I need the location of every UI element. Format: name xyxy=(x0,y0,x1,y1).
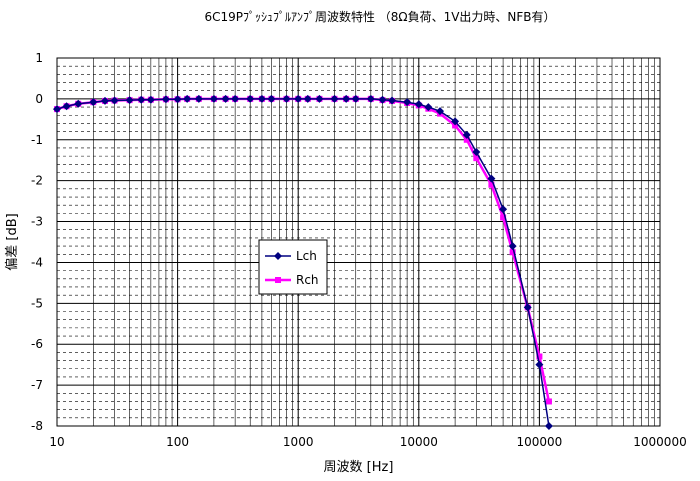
data-point xyxy=(523,303,532,312)
data-point xyxy=(257,94,266,103)
data-point xyxy=(509,249,516,256)
data-point xyxy=(62,102,71,111)
legend-item-rch: Rch xyxy=(265,273,319,287)
data-point xyxy=(473,155,480,162)
y-tick-label: -2 xyxy=(31,174,43,188)
series-lch xyxy=(53,94,553,430)
data-point xyxy=(545,398,552,405)
y-tick-label: -4 xyxy=(31,255,43,269)
data-point xyxy=(500,214,507,221)
x-tick-label: 100000 xyxy=(516,435,562,449)
y-tick-label: -6 xyxy=(31,337,43,351)
data-point xyxy=(487,174,496,183)
data-point xyxy=(366,94,375,103)
data-point xyxy=(536,353,543,360)
tick-labels: 10 100 1000 10000 100000 100000010-1-2-3-4-5-… xyxy=(31,51,687,449)
data-point xyxy=(463,136,470,143)
data-point xyxy=(436,107,445,116)
data-point xyxy=(173,95,182,104)
data-point xyxy=(100,96,109,105)
data-point xyxy=(544,422,553,430)
legend-label: Rch xyxy=(296,273,319,287)
data-point xyxy=(89,98,98,107)
data-point xyxy=(303,94,312,103)
series-layer xyxy=(53,94,553,430)
data-point xyxy=(74,99,83,108)
data-point xyxy=(452,122,459,129)
data-point xyxy=(161,95,170,104)
data-point xyxy=(403,98,412,107)
data-point xyxy=(378,95,387,104)
data-point xyxy=(330,94,339,103)
x-tick-label: 1000 xyxy=(283,435,314,449)
legend-item-lch: Lch xyxy=(265,249,317,263)
x-tick-label: 1000000 xyxy=(633,435,686,449)
data-point xyxy=(146,95,155,104)
y-tick-label: -1 xyxy=(31,133,43,147)
data-point xyxy=(53,105,61,114)
data-point xyxy=(472,148,481,157)
plot-area-frame xyxy=(56,57,661,427)
data-point xyxy=(183,94,192,103)
y-axis-label: 偏差 [dB] xyxy=(5,213,20,270)
data-point xyxy=(424,103,433,112)
data-point xyxy=(209,94,218,103)
chart-title: 6C19Pﾌﾟｯｼｭﾌﾟﾙｱﾝﾌﾟ周波数特性 （8Ω負荷、1V出力時、NFB有） xyxy=(204,9,555,24)
grid xyxy=(56,57,660,427)
data-point xyxy=(294,94,303,103)
legend-label: Lch xyxy=(296,249,317,263)
x-tick-label: 10 xyxy=(49,435,64,449)
data-point xyxy=(246,94,255,103)
y-tick-label: 0 xyxy=(35,92,43,106)
data-point xyxy=(274,252,282,260)
data-point xyxy=(137,95,146,104)
data-point xyxy=(351,94,360,103)
data-point xyxy=(508,242,517,251)
data-point xyxy=(488,181,495,188)
y-tick-label: -8 xyxy=(31,419,43,433)
y-tick-label: 1 xyxy=(35,51,43,65)
data-point xyxy=(414,100,423,109)
data-point xyxy=(499,205,508,214)
data-point xyxy=(342,94,351,103)
data-point xyxy=(462,130,471,139)
data-point xyxy=(535,360,544,369)
legend-box xyxy=(258,239,328,295)
data-point xyxy=(282,94,291,103)
x-tick-label: 10000 xyxy=(400,435,438,449)
data-point xyxy=(451,117,460,126)
y-tick-label: -3 xyxy=(31,215,43,229)
data-point xyxy=(315,94,324,103)
y-tick-label: -5 xyxy=(31,296,43,310)
y-tick-label: -7 xyxy=(31,378,43,392)
data-point xyxy=(231,94,240,103)
data-point xyxy=(125,96,134,105)
x-axis-label: 周波数 [Hz] xyxy=(324,460,394,475)
data-point xyxy=(221,94,230,103)
data-point xyxy=(194,94,203,103)
x-tick-label: 100 xyxy=(166,435,189,449)
data-point xyxy=(388,96,397,105)
data-point xyxy=(275,277,281,283)
data-point xyxy=(267,94,276,103)
legend: Lch Rch xyxy=(258,239,328,295)
data-point xyxy=(110,96,119,105)
